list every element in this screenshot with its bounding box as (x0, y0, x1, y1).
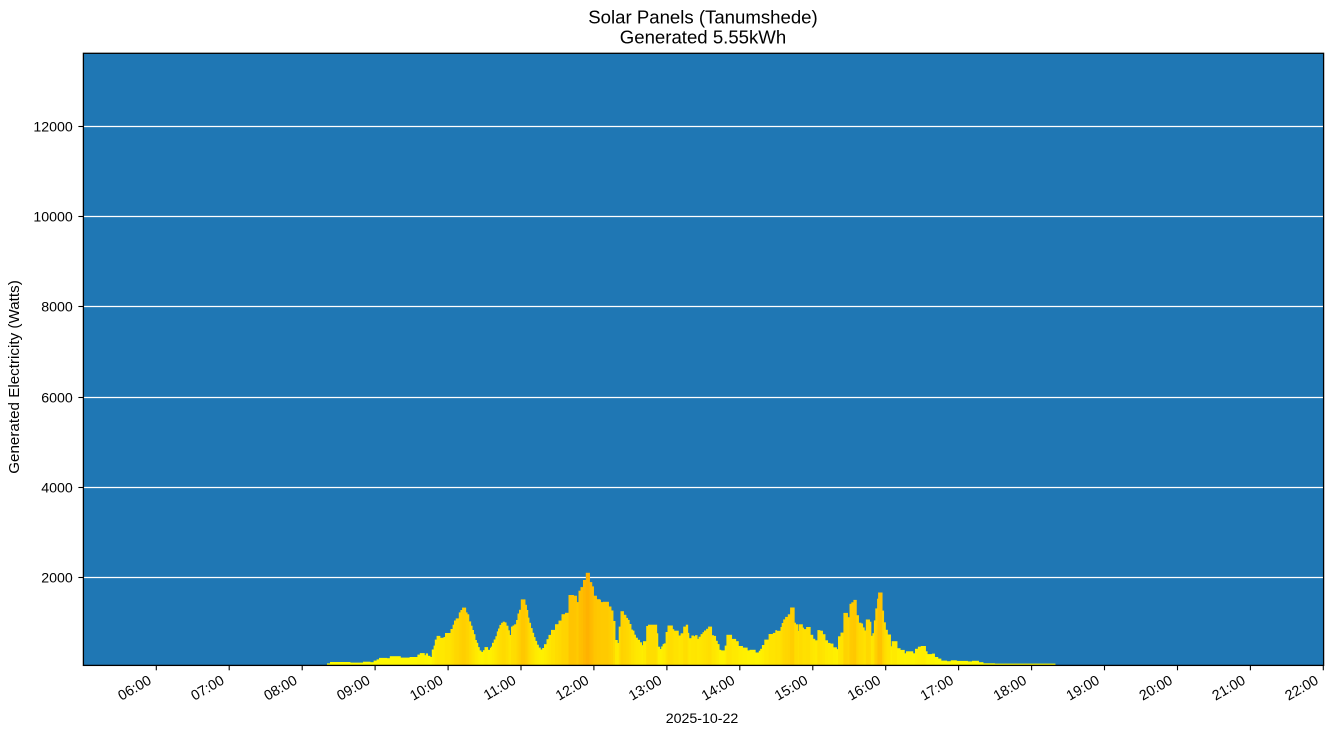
svg-text:2000: 2000 (41, 571, 73, 587)
svg-text:Generated 5.55kWh: Generated 5.55kWh (620, 27, 786, 48)
svg-text:10000: 10000 (33, 210, 73, 226)
svg-text:2025-10-22: 2025-10-22 (666, 711, 739, 727)
svg-text:12000: 12000 (33, 120, 73, 136)
svg-text:8000: 8000 (41, 300, 73, 316)
svg-text:4000: 4000 (41, 481, 73, 497)
svg-text:6000: 6000 (41, 391, 73, 407)
svg-text:Solar Panels (Tanumshede): Solar Panels (Tanumshede) (588, 7, 817, 28)
svg-text:Generated Electricity (Watts): Generated Electricity (Watts) (6, 280, 23, 474)
